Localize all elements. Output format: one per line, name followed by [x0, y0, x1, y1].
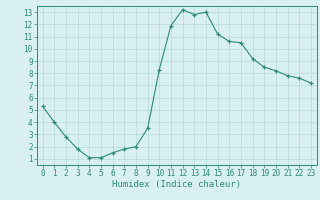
X-axis label: Humidex (Indice chaleur): Humidex (Indice chaleur)	[112, 180, 241, 189]
